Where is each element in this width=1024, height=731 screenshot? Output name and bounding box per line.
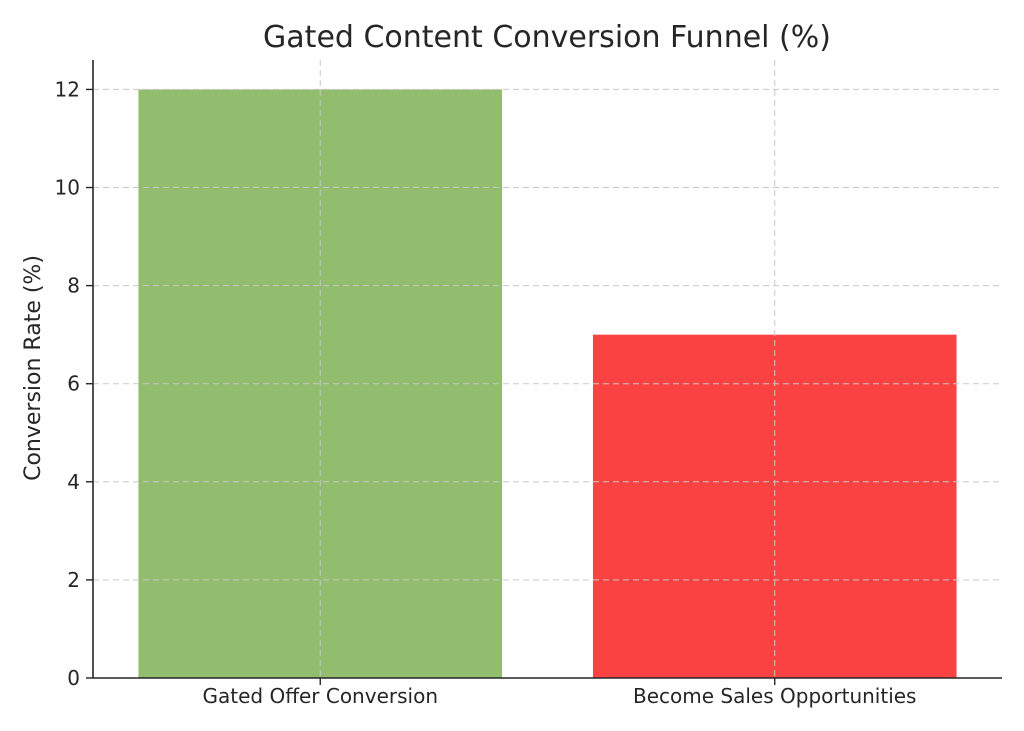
x-tick-label-1: Gated Offer Conversion [203, 684, 439, 708]
y-tick-label-1: 2 [67, 568, 80, 592]
x-tick-label-2: Become Sales Opportunities [633, 684, 916, 708]
bar-2 [592, 334, 957, 678]
chart-title: Gated Content Conversion Funnel (%) [263, 20, 831, 55]
y-tick-label-0: 0 [67, 666, 80, 690]
y-tick-label-4: 8 [67, 274, 80, 298]
y-axis-label: Conversion Rate (%) [21, 255, 46, 481]
y-tick-label-6: 12 [55, 77, 80, 101]
plot-area: 0 2 4 6 8 10 12 Gated Offer Conversion Become Sa… [55, 60, 1002, 708]
y-tick-label-5: 10 [55, 176, 80, 200]
y-tick-label-2: 4 [67, 470, 80, 494]
y-tick-label-3: 6 [67, 372, 80, 396]
